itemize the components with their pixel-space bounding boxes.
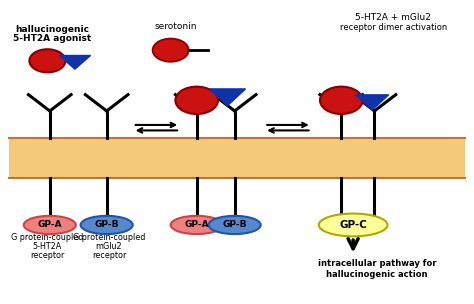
Polygon shape: [356, 95, 389, 110]
Text: mGlu2: mGlu2: [96, 242, 122, 251]
Polygon shape: [210, 89, 246, 106]
Text: GP-A: GP-A: [37, 220, 62, 230]
Text: GP-C: GP-C: [339, 220, 367, 230]
Text: GP-A: GP-A: [184, 220, 209, 230]
Text: GP-B: GP-B: [222, 220, 247, 230]
Text: serotonin: serotonin: [154, 22, 197, 31]
Text: 5-HT2A + mGlu2: 5-HT2A + mGlu2: [356, 13, 431, 22]
Ellipse shape: [209, 216, 261, 234]
Text: G protein-coupled: G protein-coupled: [11, 233, 83, 242]
Ellipse shape: [171, 216, 223, 234]
Text: receptor: receptor: [30, 251, 64, 261]
Circle shape: [175, 87, 218, 114]
Text: hallucinogenic action: hallucinogenic action: [326, 270, 428, 279]
Circle shape: [29, 49, 65, 72]
Ellipse shape: [24, 216, 76, 234]
Text: G protein-coupled: G protein-coupled: [73, 233, 145, 242]
Text: 5-HT2A agonist: 5-HT2A agonist: [13, 34, 91, 43]
Ellipse shape: [319, 213, 387, 237]
Text: 5-HT2A: 5-HT2A: [33, 242, 62, 251]
Circle shape: [153, 39, 189, 62]
Polygon shape: [59, 55, 91, 69]
Text: GP-B: GP-B: [94, 220, 119, 230]
Ellipse shape: [81, 216, 133, 234]
Text: receptor: receptor: [92, 251, 126, 261]
Bar: [9, 138, 465, 178]
Text: receptor dimer activation: receptor dimer activation: [340, 23, 447, 33]
Text: hallucinogenic: hallucinogenic: [15, 25, 89, 34]
Circle shape: [320, 87, 363, 114]
Text: intracellular pathway for: intracellular pathway for: [318, 259, 436, 268]
